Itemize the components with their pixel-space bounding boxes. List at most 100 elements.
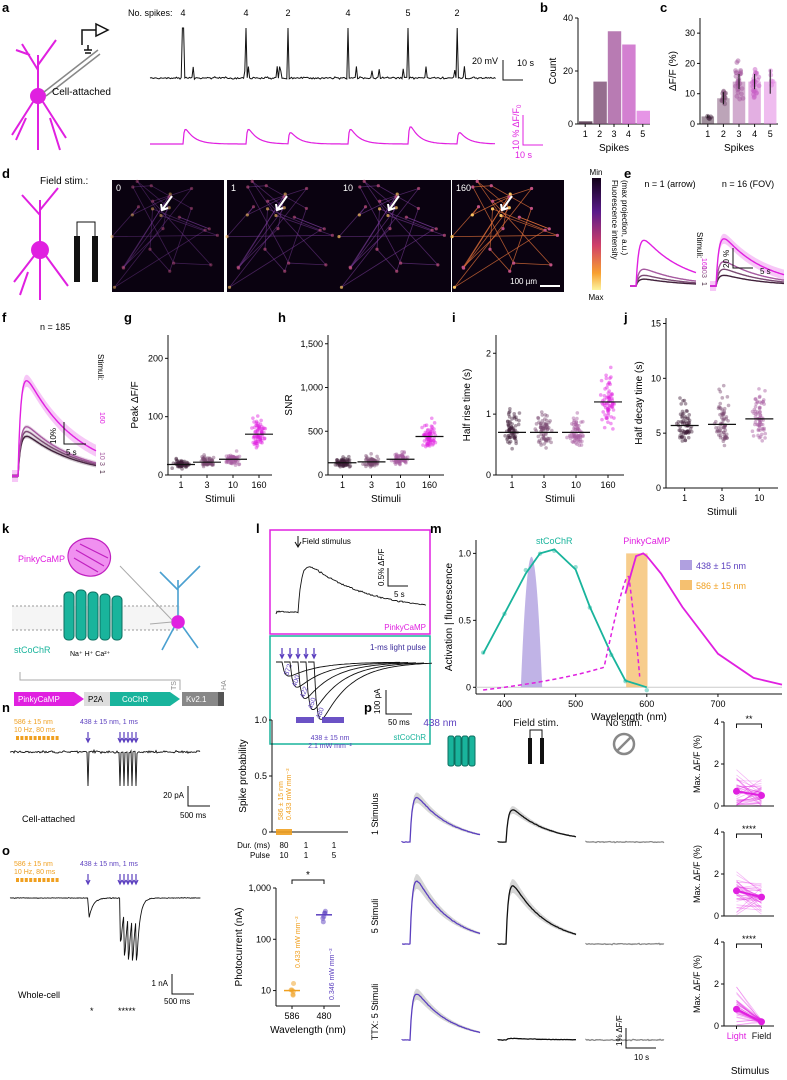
point <box>722 437 727 442</box>
e2-trace-3 <box>710 268 785 287</box>
n-stimulus-markers <box>16 732 139 744</box>
point <box>232 455 237 460</box>
point <box>721 436 725 441</box>
l-pinkycamp: PinkyCaMP <box>384 623 426 632</box>
paired-line <box>736 769 762 793</box>
k-callout-line-2 <box>149 621 173 625</box>
point <box>545 436 550 441</box>
point <box>210 458 214 462</box>
soma <box>209 263 213 267</box>
point <box>686 435 691 440</box>
panel-k: PinkyCaMP stCoChR Na⁺ H⁺ Ca²⁺ <box>12 537 228 706</box>
panel-o-photocurrent: 10 100 1,000 586 480 Wavelength (nm) Photocurr… <box>234 870 346 1036</box>
point <box>606 420 610 424</box>
point <box>427 444 432 448</box>
point <box>206 462 211 466</box>
neurite <box>376 248 398 272</box>
point <box>368 462 373 467</box>
y-tick-label: 0 <box>714 801 719 811</box>
panel-label-e: e <box>624 166 631 181</box>
x-tick-label: Light <box>727 1031 747 1041</box>
point <box>205 462 209 467</box>
f-level-labels: 160 10 3 1 <box>98 412 105 474</box>
point <box>545 424 549 428</box>
point <box>576 438 580 442</box>
point <box>364 464 368 469</box>
neurite <box>489 248 511 272</box>
point <box>680 420 685 424</box>
neurite <box>123 193 171 269</box>
point <box>579 443 584 447</box>
point <box>723 428 728 433</box>
neurite <box>237 228 279 268</box>
point <box>400 454 404 458</box>
point <box>761 426 765 431</box>
point <box>684 430 689 435</box>
point <box>722 425 726 430</box>
soma <box>362 179 366 183</box>
point <box>262 426 266 430</box>
soma <box>167 206 171 210</box>
point <box>342 459 347 463</box>
soma <box>136 205 141 209</box>
bar-1 <box>579 121 593 124</box>
point <box>426 432 430 436</box>
sig-bracket <box>736 833 762 838</box>
point <box>606 406 610 410</box>
point <box>342 459 347 463</box>
orange-pulse <box>16 736 19 740</box>
point <box>291 980 297 986</box>
point <box>680 439 685 443</box>
x-tick-label: 10 <box>228 480 238 490</box>
point <box>508 406 512 411</box>
point <box>539 432 543 437</box>
photocurrent-trace-480 <box>308 661 433 720</box>
point <box>517 411 522 415</box>
point <box>516 422 521 427</box>
point <box>760 422 765 427</box>
paired-line <box>736 892 762 913</box>
y-tick-label: 0 <box>486 470 491 480</box>
point <box>258 422 263 427</box>
point <box>579 420 583 424</box>
mean-field <box>758 893 765 901</box>
orange-pulse <box>42 736 46 740</box>
k-stcochr-label: stCoChR <box>14 645 51 655</box>
point <box>424 437 429 442</box>
point <box>254 423 258 428</box>
paired-line <box>736 797 762 802</box>
point <box>717 405 722 410</box>
paired-line <box>736 1000 762 1021</box>
neurite <box>114 229 206 288</box>
point <box>725 436 729 440</box>
arrow-down-icon <box>129 732 135 744</box>
neurite <box>169 208 192 272</box>
neurite <box>114 188 192 288</box>
point <box>721 383 726 388</box>
soma <box>529 186 534 191</box>
point <box>577 443 582 448</box>
point <box>337 463 342 468</box>
panel-label-g: g <box>124 310 132 325</box>
pulse-label: Pulse <box>250 851 271 860</box>
construct-label-2: CoChR <box>122 695 148 704</box>
x-tick-label: 3 <box>719 493 724 503</box>
n-orange-label-1: 586 ± 15 nm <box>14 719 53 726</box>
orange-pulse <box>51 736 55 740</box>
point <box>368 465 373 469</box>
soma <box>357 213 361 217</box>
point <box>757 423 762 427</box>
point <box>255 428 260 432</box>
point <box>714 426 718 430</box>
point <box>320 915 326 921</box>
e-level-10: 10 <box>700 266 707 274</box>
point <box>723 90 728 96</box>
paired-line <box>736 779 762 797</box>
l-bottom-scalebar <box>385 690 412 715</box>
point <box>607 389 612 393</box>
p-scale-s: 10 s <box>634 1053 649 1062</box>
point <box>203 457 207 462</box>
point <box>341 457 346 462</box>
neurite <box>454 229 546 288</box>
